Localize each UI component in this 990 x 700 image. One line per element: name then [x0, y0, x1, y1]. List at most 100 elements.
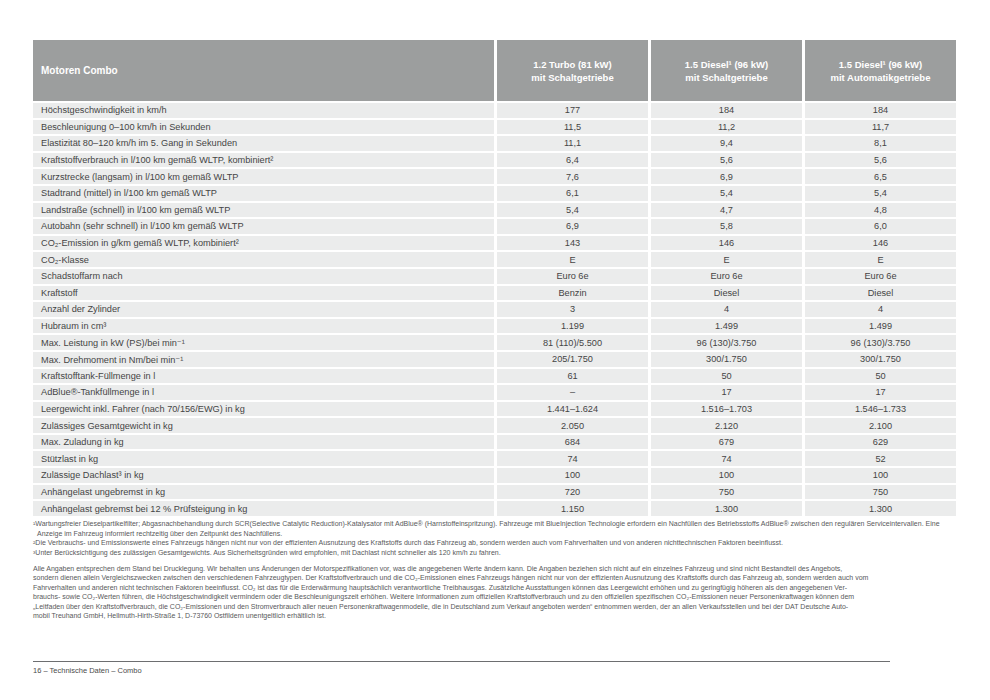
- footer-divider: [33, 661, 890, 662]
- row-value: Euro 6e: [805, 269, 956, 284]
- row-value: 11,5: [497, 120, 648, 135]
- page-footer: 16 – Technische Daten – Combo: [33, 666, 142, 675]
- column-header-engine-1: 1.2 Turbo (81 kW) mit Schaltgetriebe: [497, 40, 648, 101]
- table-row: Schadstoffarm nachEuro 6eEuro 6eEuro 6e: [33, 269, 956, 284]
- gearbox-type: mit Automatikgetriebe: [805, 71, 956, 84]
- row-label: Leergewicht inkl. Fahrer (nach 70/156/EW…: [33, 402, 494, 417]
- table-row: Max. Leistung in kW (PS)/bei min⁻¹81 (11…: [33, 335, 956, 350]
- row-value: 177: [497, 103, 648, 118]
- row-value: 50: [651, 369, 802, 384]
- table-row: Zulässiges Gesamtgewicht in kg2.0502.120…: [33, 418, 956, 433]
- footnote: ¹Wartungsfreier Dieselpartikelfilter; Ab…: [33, 519, 959, 538]
- row-value: 1.150: [497, 501, 648, 516]
- row-value: Diesel: [805, 286, 956, 301]
- row-value: 679: [651, 435, 802, 450]
- row-value: 146: [651, 236, 802, 251]
- row-value: Euro 6e: [651, 269, 802, 284]
- row-value: 52: [805, 451, 956, 466]
- table-row: Max. Drehmoment in Nm/bei min⁻¹205/1.750…: [33, 352, 956, 367]
- engine-name: 1.5 Diesel¹ (96 kW): [651, 58, 802, 71]
- table-row: AdBlue®-Tankfüllmenge in l–1717: [33, 385, 956, 400]
- row-label: Zulässiges Gesamtgewicht in kg: [33, 418, 494, 433]
- row-value: 6,9: [651, 169, 802, 184]
- row-label: Stadtrand (mittel) in l/100 km gemäß WLT…: [33, 186, 494, 201]
- row-value: 5,4: [497, 203, 648, 218]
- row-value: 74: [651, 451, 802, 466]
- row-value: Euro 6e: [497, 269, 648, 284]
- table-row: Elastizität 80–120 km/h im 5. Gang in Se…: [33, 136, 956, 151]
- row-value: 6,1: [497, 186, 648, 201]
- table-row: Hubraum in cm³1.1991.4991.499: [33, 319, 956, 334]
- row-value: 61: [497, 369, 648, 384]
- footnotes-block: ¹Wartungsfreier Dieselpartikelfilter; Ab…: [33, 519, 959, 557]
- row-label: Max. Leistung in kW (PS)/bei min⁻¹: [33, 335, 494, 350]
- disclaimer-line: sondern dienen allein Vergleichszwecken …: [33, 573, 983, 582]
- disclaimer-line: mobil Treuhand GmbH, Hellmuth-Hirth-Stra…: [33, 611, 983, 620]
- row-value: 4: [805, 302, 956, 317]
- row-label: Höchstgeschwindigkeit in km/h: [33, 103, 494, 118]
- row-value: 1.499: [651, 319, 802, 334]
- row-label: Schadstoffarm nach: [33, 269, 494, 284]
- row-value: 300/1.750: [805, 352, 956, 367]
- spec-table-body: Höchstgeschwindigkeit in km/h177184184Be…: [33, 103, 956, 516]
- row-value: E: [651, 252, 802, 267]
- row-label: Anhängelast gebremst bei 12 % Prüfsteigu…: [33, 501, 494, 516]
- row-label: Stützlast in kg: [33, 451, 494, 466]
- row-label: Zulässige Dachlast³ in kg: [33, 468, 494, 483]
- row-value: 1.499: [805, 319, 956, 334]
- row-value: 1.516–1.703: [651, 402, 802, 417]
- row-value: 6,9: [497, 219, 648, 234]
- row-value: 100: [805, 468, 956, 483]
- row-value: 5,6: [805, 153, 956, 168]
- row-value: Diesel: [651, 286, 802, 301]
- table-row: Anhängelast gebremst bei 12 % Prüfsteigu…: [33, 501, 956, 516]
- row-value: 146: [805, 236, 956, 251]
- table-row: Landstraße (schnell) in l/100 km gemäß W…: [33, 203, 956, 218]
- row-value: 5,4: [805, 186, 956, 201]
- table-row: Kurzstrecke (langsam) in l/100 km gemäß …: [33, 169, 956, 184]
- table-row: CO₂-KlasseEEE: [33, 252, 956, 267]
- row-value: 750: [805, 485, 956, 500]
- row-label: Landstraße (schnell) in l/100 km gemäß W…: [33, 203, 494, 218]
- row-value: 205/1.750: [497, 352, 648, 367]
- row-value: 1.300: [805, 501, 956, 516]
- row-value: 6,4: [497, 153, 648, 168]
- row-value: 2.050: [497, 418, 648, 433]
- row-label: Beschleunigung 0–100 km/h in Sekunden: [33, 120, 494, 135]
- row-value: 1.546–1.733: [805, 402, 956, 417]
- row-value: 1.199: [497, 319, 648, 334]
- table-header-row: Motoren Combo 1.2 Turbo (81 kW) mit Scha…: [33, 40, 956, 101]
- row-label: Kraftstoffverbrauch in l/100 km gemäß WL…: [33, 153, 494, 168]
- row-value: 17: [805, 385, 956, 400]
- row-value: 4,7: [651, 203, 802, 218]
- row-label: Kraftstofftank-Füllmenge in l: [33, 369, 494, 384]
- spec-table: Motoren Combo 1.2 Turbo (81 kW) mit Scha…: [30, 38, 959, 518]
- table-row: Stadtrand (mittel) in l/100 km gemäß WLT…: [33, 186, 956, 201]
- row-value: 7,6: [497, 169, 648, 184]
- row-value: 50: [805, 369, 956, 384]
- spec-sheet-page: Motoren Combo 1.2 Turbo (81 kW) mit Scha…: [0, 0, 990, 700]
- gearbox-type: mit Schaltgetriebe: [651, 71, 802, 84]
- row-value: 2.100: [805, 418, 956, 433]
- row-value: 96 (130)/3.750: [805, 335, 956, 350]
- disclaimer-block: Alle Angaben entsprechen dem Stand bei D…: [33, 564, 983, 620]
- row-value: Benzin: [497, 286, 648, 301]
- table-row: Anhängelast ungebremst in kg720750750: [33, 485, 956, 500]
- row-label: Max. Drehmoment in Nm/bei min⁻¹: [33, 352, 494, 367]
- disclaimer-line: brauchs- sowie CO₂-Werten führen, die Hö…: [33, 592, 983, 601]
- disclaimer-line: Alle Angaben entsprechen dem Stand bei D…: [33, 564, 983, 573]
- row-label: Hubraum in cm³: [33, 319, 494, 334]
- row-value: 11,2: [651, 120, 802, 135]
- row-value: 6,0: [805, 219, 956, 234]
- row-value: 4,8: [805, 203, 956, 218]
- row-value: 3: [497, 302, 648, 317]
- row-label: Anzahl der Zylinder: [33, 302, 494, 317]
- row-value: 9,4: [651, 136, 802, 151]
- row-label: Anhängelast ungebremst in kg: [33, 485, 494, 500]
- row-value: 74: [497, 451, 648, 466]
- row-value: E: [497, 252, 648, 267]
- row-value: 11,7: [805, 120, 956, 135]
- row-value: 2.120: [651, 418, 802, 433]
- column-header-engine-3: 1.5 Diesel¹ (96 kW) mit Automatikgetrieb…: [805, 40, 956, 101]
- row-label: CO₂-Emission in g/km gemäß WLTP, kombini…: [33, 236, 494, 251]
